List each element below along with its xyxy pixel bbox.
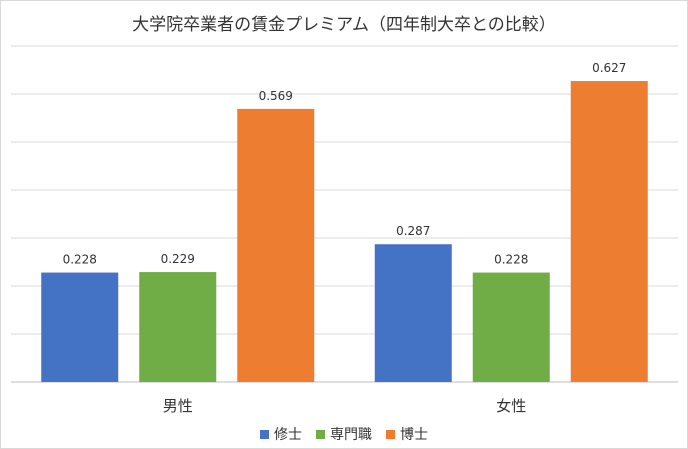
data-label: 0.228 <box>494 253 528 267</box>
bar-専門職-男性 <box>139 272 217 382</box>
category-label: 女性 <box>496 397 526 415</box>
bar-博士-男性 <box>237 108 315 382</box>
legend-label: 博士 <box>400 427 428 443</box>
legend-swatch <box>386 429 395 439</box>
data-label: 0.228 <box>63 253 97 267</box>
legend-label: 専門職 <box>330 427 372 443</box>
bar-修士-女性 <box>374 244 452 382</box>
legend-item: 専門職 <box>316 424 372 444</box>
data-label: 0.627 <box>592 61 626 75</box>
chart-legend: 修士 専門職 博士 <box>1 424 687 444</box>
bar-修士-男性 <box>41 272 119 382</box>
data-label: 0.287 <box>396 224 430 238</box>
bar-博士-女性 <box>570 81 648 382</box>
chart-title: 大学院卒業者の賃金プレミアム（四年制大卒との比較） <box>132 15 556 35</box>
bar-専門職-女性 <box>472 272 550 382</box>
legend-label: 修士 <box>274 427 302 443</box>
legend-swatch <box>260 429 269 439</box>
legend-item: 修士 <box>260 424 302 444</box>
category-label: 男性 <box>163 397 193 415</box>
data-label: 0.229 <box>161 252 195 266</box>
legend-item: 博士 <box>386 424 428 444</box>
data-label: 0.569 <box>259 89 293 103</box>
legend-swatch <box>316 429 325 439</box>
